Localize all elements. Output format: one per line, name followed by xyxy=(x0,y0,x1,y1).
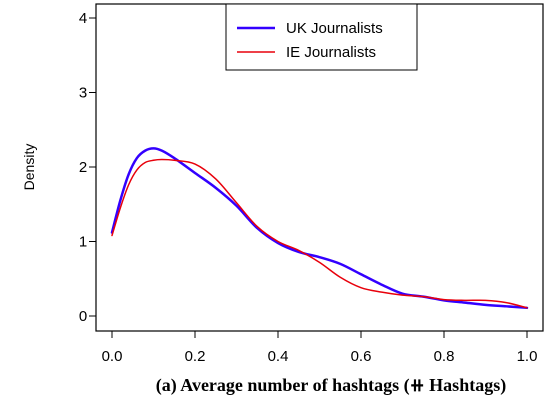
x-tick-label: 1.0 xyxy=(517,348,538,365)
x-tick-label: 0.0 xyxy=(102,348,123,365)
x-tick-label: 0.6 xyxy=(351,348,372,365)
series-line-uk-journalists xyxy=(110,147,529,310)
y-tick-label: 1 xyxy=(79,234,87,251)
legend-label-ie: IE Journalists xyxy=(286,44,376,61)
x-tick-label: 0.4 xyxy=(268,348,289,365)
series-layer xyxy=(110,147,529,310)
y-tick-label: 0 xyxy=(79,308,87,325)
legend-label-uk: UK Journalists xyxy=(286,20,383,37)
chart-caption: (a) Average number of hashtags (⧺ Hashta… xyxy=(156,375,506,396)
legend: UK Journalists IE Journalists xyxy=(225,3,418,71)
y-axis: 0 1 2 3 4 xyxy=(79,10,97,325)
legend-box xyxy=(225,3,418,71)
x-tick-label: 0.8 xyxy=(434,348,455,365)
series-line-ie-journalists xyxy=(111,158,528,309)
y-tick-label: 2 xyxy=(79,159,87,176)
y-tick-label: 3 xyxy=(79,85,87,102)
y-axis-label: Density xyxy=(21,144,37,191)
x-axis: 0.0 0.2 0.4 0.6 0.8 1.0 xyxy=(102,330,538,365)
x-tick-label: 0.2 xyxy=(185,348,206,365)
y-tick-label: 4 xyxy=(79,10,87,27)
